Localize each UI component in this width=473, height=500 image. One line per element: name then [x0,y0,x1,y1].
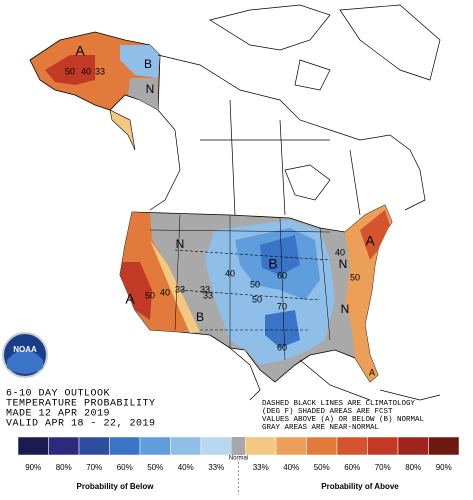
map-label: B [268,256,277,272]
legend-label: 40% [283,463,299,472]
note-text: DASHED BLACK LINES ARE CLIMATOLOGY [262,400,416,408]
alaska-gray [128,78,158,110]
alaska-blue [120,45,160,78]
legend-swatch [397,436,429,456]
legend-swatch [48,436,80,456]
legend-title: Probability of Above [321,482,399,491]
map-label: 40 [160,287,170,297]
legend-swatch [275,436,307,456]
legend-swatch [139,436,171,456]
map-label: 33 [175,284,185,294]
map-label: B [144,57,152,71]
legend-swatch [336,436,368,456]
panhandle [109,109,136,151]
map-label: 40 [81,66,91,76]
east-core [360,210,390,260]
legend-label: 50% [314,463,330,472]
map-label: A [365,233,375,249]
legend-swatch [245,436,277,456]
legend-swatch [200,436,232,456]
legend-label: 50% [147,463,163,472]
legend-label: 80% [405,463,421,472]
legend-swatch [17,436,49,456]
outlook-text: 6-10 DAY OUTLOOK [6,389,110,400]
map-label: N [341,302,350,316]
map-label: 33 [95,66,105,76]
map-label: 50 [350,272,360,282]
map-label: B [196,310,204,324]
legend-label: 90% [25,463,41,472]
map-label: N [339,257,348,271]
canada-outline [149,54,426,216]
legend-label: 60% [117,463,133,472]
legend-swatch [170,436,202,456]
note-text: VALUES ABOVE (A) OR BELOW (B) NORMAL [262,416,425,424]
legend-label: 33% [253,463,269,472]
central-core [260,235,300,348]
legend-title: Probability of Below [77,482,155,491]
legend-label: 90% [436,463,452,472]
map-label: A [125,291,135,307]
legend-swatch [428,436,460,456]
noaa-logo-text: NOAA [13,345,37,354]
map-label: 50 [65,66,75,76]
west-core [120,262,152,320]
state-lines [149,214,331,361]
map-label: 33 [203,290,213,300]
note-text: GRAY AREAS ARE NEAR-NORMAL [262,424,380,432]
note-text: (DEG F) SHADED AREAS ARE FCST [262,408,393,416]
noaa-logo-wave [7,350,43,374]
legend-label: 60% [344,463,360,472]
map-label: 60 [277,270,287,280]
map-label: N [176,237,185,251]
alaska-core [45,55,95,85]
map-label: A [369,367,375,377]
climatology-lines [174,249,331,331]
legend-label: 80% [56,463,72,472]
map-label: 70 [277,301,287,311]
legend-label: 33% [208,463,224,472]
legend-swatch [367,436,399,456]
legend-label: 70% [375,463,391,472]
map-label: 50 [250,279,260,289]
map-label: 60 [277,342,287,352]
west-edge [150,240,200,333]
legend-normal: Normal [229,456,248,462]
arctic-islands [209,4,441,91]
map-label: 50 [145,290,155,300]
hudson-bay [284,164,331,201]
map-label: N [146,82,155,96]
outlook-text: MADE 12 APR 2019 [6,409,110,420]
legend-label: 70% [86,463,102,472]
east-above [345,205,392,382]
mexico-caribbean [229,347,441,401]
legend-swatch [306,436,338,456]
outlook-text: VALID APR 18 - 22, 2019 [6,419,156,430]
legend-swatch [109,436,141,456]
map-label: 40 [335,247,345,257]
map-label: 33 [200,284,210,294]
legend-label: 40% [178,463,194,472]
legend-swatch [78,436,110,456]
outlook-text: TEMPERATURE PROBABILITY [6,399,156,410]
map-label: 50 [252,294,262,304]
map-label: A [75,43,85,59]
legend-swatch [231,437,246,455]
map-label: 40 [225,268,235,278]
